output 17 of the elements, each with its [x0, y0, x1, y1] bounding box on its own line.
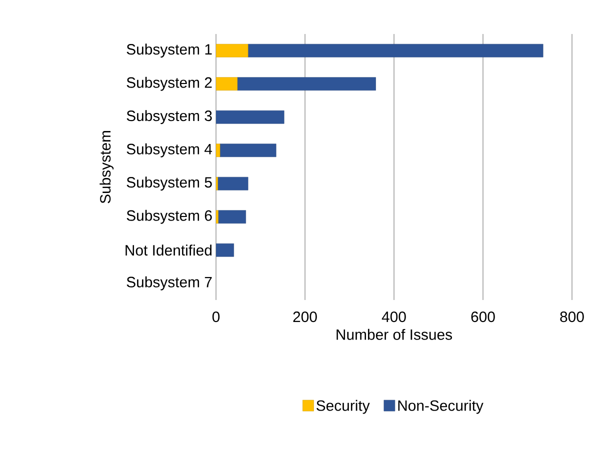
x-tick-label: 400 [382, 312, 406, 322]
x-tick-label: 800 [560, 312, 584, 322]
x-axis-title: Number of Issues [336, 328, 452, 340]
y-tick-label: Subsystem 4 [126, 143, 212, 158]
y-tick-label: Subsystem 6 [126, 210, 212, 224]
x-tick-label: 0 [212, 312, 220, 322]
y-tick-label: Subsystem 3 [126, 110, 212, 124]
x-tick-label: 600 [471, 312, 495, 322]
y-tick-label: Subsystem 2 [126, 76, 212, 91]
x-tick-label: 200 [293, 312, 317, 322]
legend-label: Non-Security [398, 400, 484, 414]
y-tick-label: Subsystem 7 [126, 276, 212, 290]
y-axis-title: Subsystem [100, 131, 114, 204]
y-tick-label: Subsystem 1 [126, 44, 212, 58]
y-tick-label: Subsystem 5 [126, 176, 212, 191]
y-tick-label: Not Identified [126, 244, 212, 256]
legend-label: Security [316, 400, 370, 414]
